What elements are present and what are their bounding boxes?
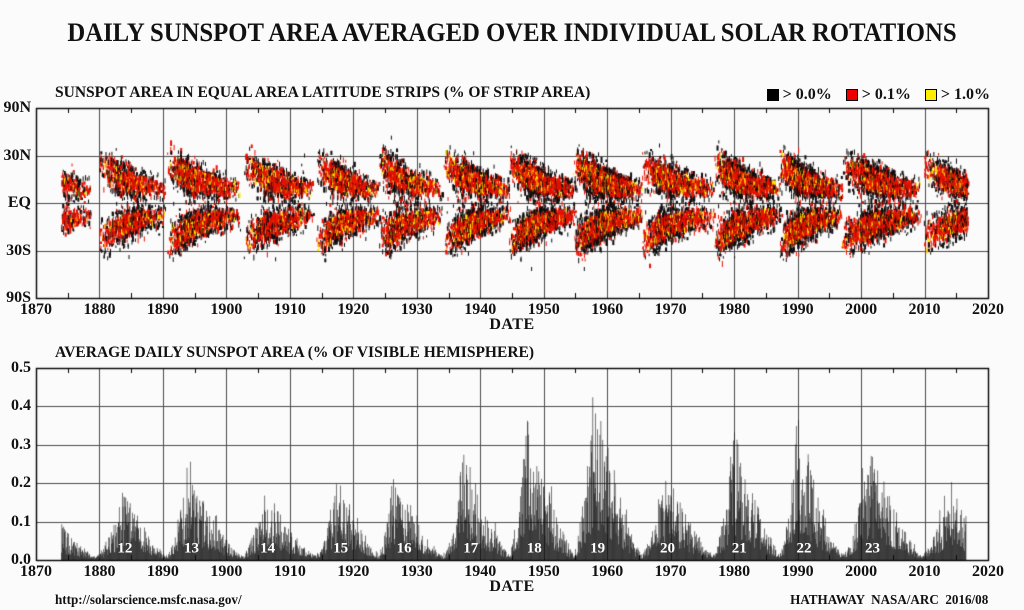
x-tick-1910: 1910 <box>273 563 306 580</box>
cycle-label-16: 16 <box>396 540 412 557</box>
area-tick-0.0: 0.0 <box>11 551 31 568</box>
x-tick-1990: 1990 <box>781 563 814 580</box>
x-tick-1940: 1940 <box>464 563 497 580</box>
cycle-label-12: 12 <box>117 540 133 557</box>
lat-tick-90S: 90S <box>6 289 31 306</box>
x-tick-1870: 1870 <box>20 301 52 318</box>
x-tick-1950: 1950 <box>527 301 560 318</box>
cycle-label-17: 17 <box>463 540 479 557</box>
x-tick-2000: 2000 <box>845 301 878 318</box>
x-tick-2020: 2020 <box>972 563 1004 580</box>
area-tick-0.4: 0.4 <box>11 397 31 415</box>
lat-tick-90N: 90N <box>3 99 31 116</box>
x-tick-1900: 1900 <box>210 563 243 580</box>
lat-tick-EQ: EQ <box>7 194 31 211</box>
x-axis-title-date: DATE <box>489 316 535 333</box>
x-tick-1940: 1940 <box>464 301 497 318</box>
cycle-label-19: 19 <box>590 540 606 557</box>
x-tick-2010: 2010 <box>908 301 941 318</box>
cycle-label-23: 23 <box>864 540 880 557</box>
cycle-label-15: 15 <box>333 540 349 557</box>
x-tick-2010: 2010 <box>908 563 941 580</box>
x-tick-1900: 1900 <box>210 301 243 318</box>
cycle-label-14: 14 <box>260 540 276 557</box>
cycle-label-20: 20 <box>659 540 675 557</box>
area-tick-0.2: 0.2 <box>11 474 31 492</box>
x-tick-1880: 1880 <box>83 301 116 318</box>
x-tick-1960: 1960 <box>591 301 624 318</box>
area-tick-0.5: 0.5 <box>11 359 31 376</box>
x-tick-1980: 1980 <box>718 563 751 580</box>
x-tick-1880: 1880 <box>83 563 116 580</box>
area-tick-0.3: 0.3 <box>11 435 31 453</box>
footer-url: http://solarscience.msfc.nasa.gov/ <box>55 592 242 607</box>
x-tick-1930: 1930 <box>400 563 433 580</box>
x-tick-1970: 1970 <box>654 301 687 318</box>
x-tick-1930: 1930 <box>400 301 433 318</box>
x-tick-2000: 2000 <box>845 563 878 580</box>
x-tick-1920: 1920 <box>337 563 370 580</box>
lat-tick-30N: 30N <box>3 146 31 164</box>
x-tick-1950: 1950 <box>527 563 560 580</box>
x-tick-1920: 1920 <box>337 301 370 318</box>
x-tick-1970: 1970 <box>654 563 687 580</box>
x-tick-1890: 1890 <box>146 563 179 580</box>
x-tick-1960: 1960 <box>591 563 624 580</box>
x-tick-1910: 1910 <box>273 301 306 318</box>
x-tick-1980: 1980 <box>718 301 751 318</box>
x-axis-title-date: DATE <box>489 578 535 595</box>
x-tick-1870: 1870 <box>20 563 52 580</box>
x-tick-1990: 1990 <box>781 301 814 318</box>
x-tick-2020: 2020 <box>972 301 1004 318</box>
footer-credit: HATHAWAY NASA/ARC 2016/08 <box>789 592 988 607</box>
cycle-label-13: 13 <box>183 540 199 557</box>
lat-tick-30S: 30S <box>6 241 31 259</box>
cycle-label-18: 18 <box>526 540 542 557</box>
x-tick-1890: 1890 <box>146 301 179 318</box>
cycle-label-22: 22 <box>796 540 812 557</box>
cycle-label-21: 21 <box>731 540 747 557</box>
area-tick-0.1: 0.1 <box>11 512 31 530</box>
